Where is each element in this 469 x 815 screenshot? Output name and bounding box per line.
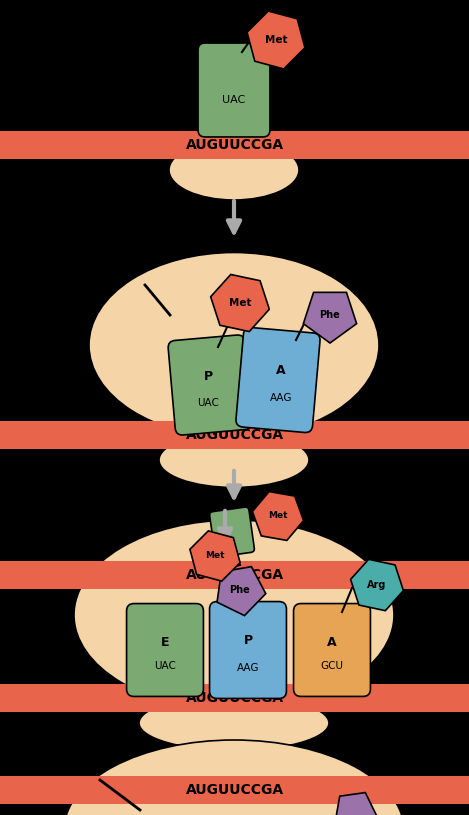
Text: P: P <box>243 633 253 646</box>
Polygon shape <box>190 531 240 581</box>
Bar <box>0 561 469 589</box>
Polygon shape <box>247 11 305 69</box>
Text: UAC: UAC <box>222 95 246 105</box>
Text: AUGUUCCGA: AUGUUCCGA <box>185 568 284 582</box>
Ellipse shape <box>139 695 329 751</box>
Text: Met: Met <box>265 35 287 45</box>
Polygon shape <box>217 566 266 615</box>
Text: Met: Met <box>268 512 288 521</box>
FancyBboxPatch shape <box>210 507 254 557</box>
Text: UAC: UAC <box>197 398 219 408</box>
Ellipse shape <box>89 253 379 438</box>
Text: A: A <box>327 636 337 649</box>
Text: AUGUUCCGA: AUGUUCCGA <box>185 428 284 442</box>
FancyBboxPatch shape <box>127 604 204 697</box>
Text: AUGUUCCGA: AUGUUCCGA <box>185 691 284 705</box>
FancyBboxPatch shape <box>210 601 287 698</box>
Text: Met: Met <box>229 298 251 308</box>
Text: P: P <box>204 371 212 384</box>
Polygon shape <box>252 491 303 540</box>
FancyBboxPatch shape <box>294 604 371 697</box>
Ellipse shape <box>64 740 404 815</box>
Polygon shape <box>351 559 403 610</box>
Ellipse shape <box>74 520 394 710</box>
Text: Arg: Arg <box>367 580 386 590</box>
Polygon shape <box>211 275 269 332</box>
Text: AUGUUCCGA: AUGUUCCGA <box>185 783 284 797</box>
Bar <box>0 131 469 159</box>
FancyBboxPatch shape <box>168 335 252 435</box>
Text: A: A <box>276 363 286 377</box>
Bar <box>0 421 469 449</box>
Ellipse shape <box>159 433 309 487</box>
Polygon shape <box>335 792 377 815</box>
Text: Met: Met <box>205 552 225 561</box>
Text: UAC: UAC <box>154 661 176 671</box>
Text: AAG: AAG <box>270 393 292 403</box>
Text: E: E <box>161 636 169 649</box>
Text: Phe: Phe <box>230 585 250 595</box>
Bar <box>0 776 469 804</box>
Polygon shape <box>303 293 356 343</box>
FancyBboxPatch shape <box>236 328 320 433</box>
Text: GCU: GCU <box>320 661 343 671</box>
Text: AAG: AAG <box>237 663 259 673</box>
Text: AUGUUCCGA: AUGUUCCGA <box>185 138 284 152</box>
Bar <box>0 684 469 712</box>
Text: Phe: Phe <box>320 310 340 320</box>
FancyBboxPatch shape <box>198 43 270 137</box>
Ellipse shape <box>169 140 299 200</box>
